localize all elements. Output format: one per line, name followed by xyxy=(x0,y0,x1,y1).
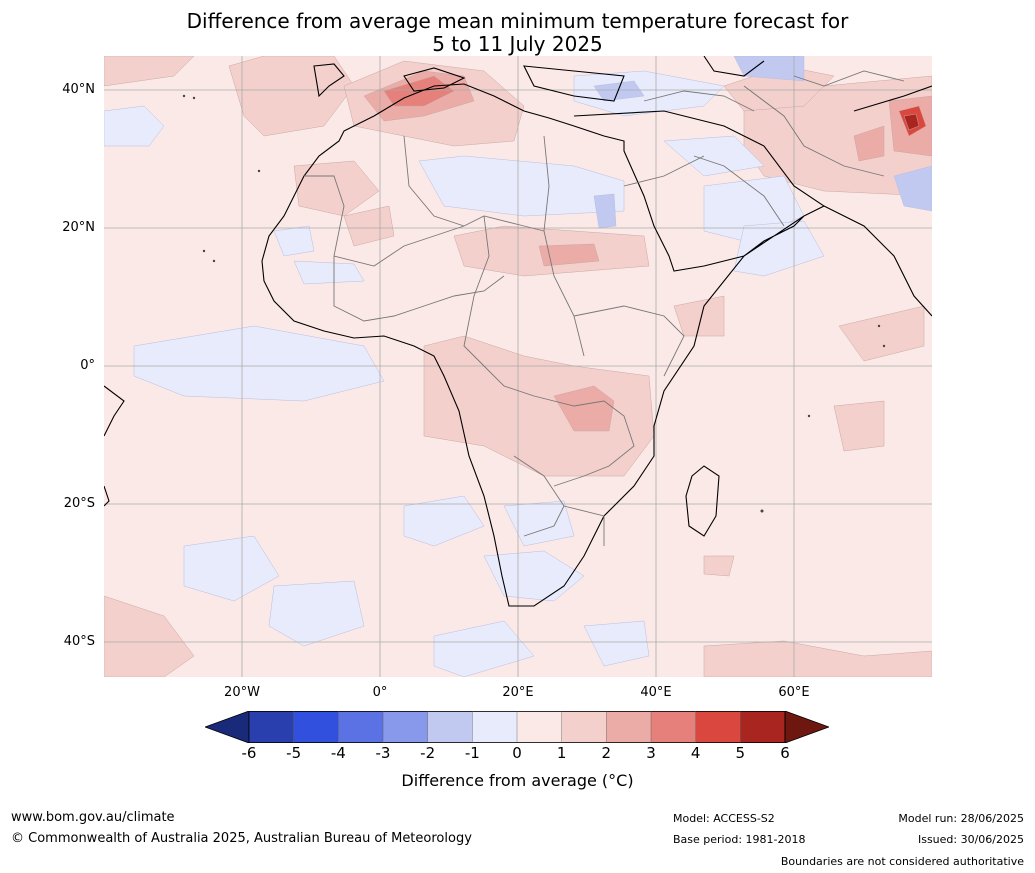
website-link[interactable]: www.bom.gov.au/climate xyxy=(11,810,175,825)
colorbar-tick-label: -1 xyxy=(464,744,480,762)
colorbar-label: Difference from average (°C) xyxy=(401,771,634,790)
lat-label-0: 0° xyxy=(80,358,95,373)
lat-label-40n: 40°N xyxy=(62,82,95,97)
lat-label-20s: 20°S xyxy=(63,496,95,511)
colorbar-tick-label: -5 xyxy=(286,744,302,762)
colorbar-segment xyxy=(561,711,607,743)
lon-label-20e: 20°E xyxy=(502,685,534,700)
islands xyxy=(182,94,886,513)
copyright-text: © Commonwealth of Australia 2025, Austra… xyxy=(11,831,472,846)
lat-label-20n: 20°N xyxy=(62,220,95,235)
disclaimer-text: Boundaries are not considered authoritat… xyxy=(780,855,1024,868)
country-boundaries xyxy=(304,70,905,546)
colorbar-tick-label: -4 xyxy=(330,744,346,762)
colorbar-extend-low xyxy=(205,711,250,743)
colorbar-segment xyxy=(383,711,428,743)
map-graphic xyxy=(104,56,932,677)
title-line-2: 5 to 11 July 2025 xyxy=(432,32,603,56)
colorbar-tick-label: 3 xyxy=(646,744,656,762)
colorbar-tick-label: -2 xyxy=(420,744,436,762)
title-line-1: Difference from average mean minimum tem… xyxy=(186,9,849,33)
colorbar-segment xyxy=(472,711,517,743)
issued-text: Issued: 30/06/2025 xyxy=(917,833,1024,846)
model-run-text: Model run: 28/06/2025 xyxy=(898,812,1024,825)
lon-label-0: 0° xyxy=(372,685,388,700)
lon-label-40e: 40°E xyxy=(640,685,672,700)
forecast-map xyxy=(104,56,932,677)
colorbar-segment xyxy=(338,711,383,743)
lon-label-20w: 20°W xyxy=(224,685,260,700)
model-text: Model: ACCESS-S2 xyxy=(673,812,775,825)
graticule xyxy=(104,56,932,677)
colorbar-segment xyxy=(695,711,741,743)
colorbar-extend-high xyxy=(784,711,829,743)
colorbar-segment xyxy=(249,711,294,743)
colorbar-tick-label: -6 xyxy=(241,744,257,762)
colorbar-tick-label: 1 xyxy=(556,744,567,762)
lat-label-40s: 40°S xyxy=(63,634,95,649)
coastlines xyxy=(104,56,932,607)
lon-label-60e: 60°E xyxy=(778,685,810,700)
colorbar-segment xyxy=(606,711,651,743)
colorbar-segment xyxy=(740,711,785,743)
cool-anomaly-areas xyxy=(104,56,932,677)
colorbar-tick-label: 6 xyxy=(780,744,790,762)
colorbar-segment xyxy=(517,711,562,743)
warm-anomaly-areas xyxy=(104,56,932,677)
colorbar-segment xyxy=(651,711,696,743)
colorbar-tick-label: 0 xyxy=(512,744,522,762)
colorbar-tick-label: 4 xyxy=(690,744,701,762)
colorbar-segment xyxy=(427,711,473,743)
colorbar xyxy=(205,711,829,743)
colorbar-segment xyxy=(293,711,339,743)
colorbar-tick-label: -3 xyxy=(375,744,391,762)
colorbar-tick-label: 2 xyxy=(601,744,612,762)
map-title: Difference from average mean minimum tem… xyxy=(0,10,1035,56)
colorbar-tick-label: 5 xyxy=(735,744,746,762)
base-period-text: Base period: 1981-2018 xyxy=(673,833,806,846)
